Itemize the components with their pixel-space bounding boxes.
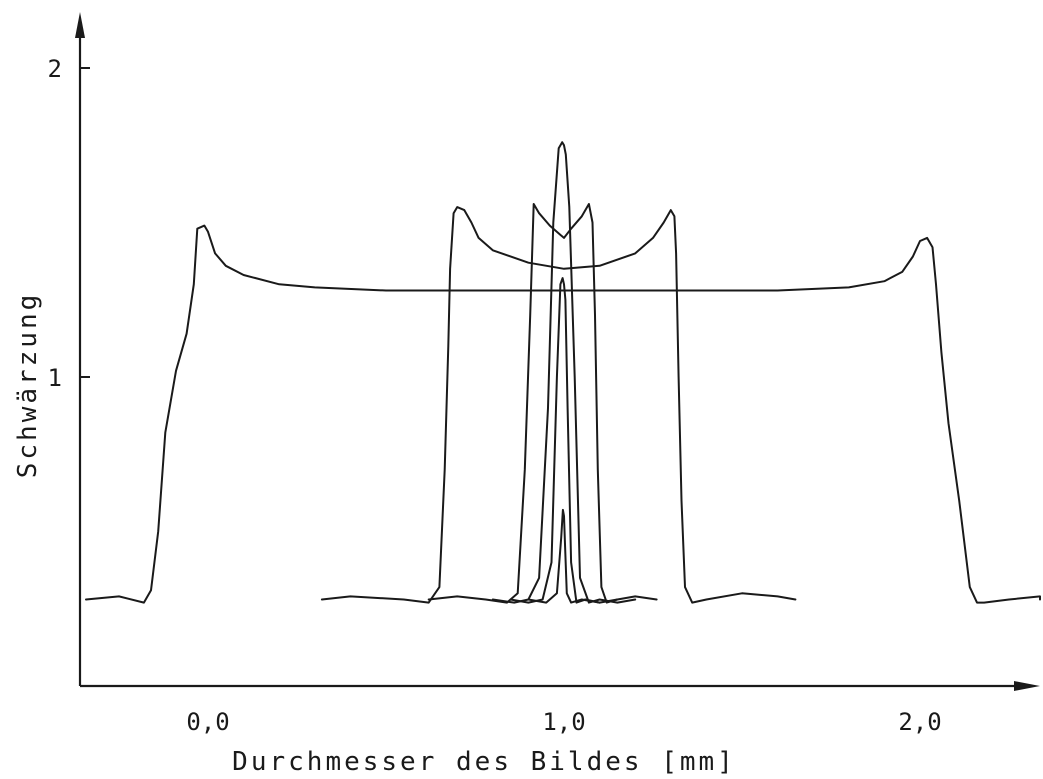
curve-6 xyxy=(527,508,601,604)
x-tick-label: 2,0 xyxy=(898,708,941,736)
y-tick-label: 1 xyxy=(48,364,62,392)
curve-2 xyxy=(320,206,797,604)
x-axis xyxy=(80,681,1040,691)
x-ticks: 0,0 1,0 2,0 xyxy=(186,708,941,736)
y-ticks: 12 xyxy=(48,55,90,392)
y-axis-label: Schwärzung xyxy=(13,292,43,479)
y-axis-arrow xyxy=(75,12,85,38)
y-tick-label: 2 xyxy=(48,55,62,83)
x-tick-label: 0,0 xyxy=(186,708,229,736)
curve-3 xyxy=(427,203,658,604)
x-axis-label: Durchmesser des Bildes [mm] xyxy=(232,747,736,777)
x-axis-arrow xyxy=(1014,681,1040,691)
y-axis xyxy=(75,12,85,686)
x-tick-label: 1,0 xyxy=(542,708,585,736)
curves xyxy=(85,141,1041,604)
